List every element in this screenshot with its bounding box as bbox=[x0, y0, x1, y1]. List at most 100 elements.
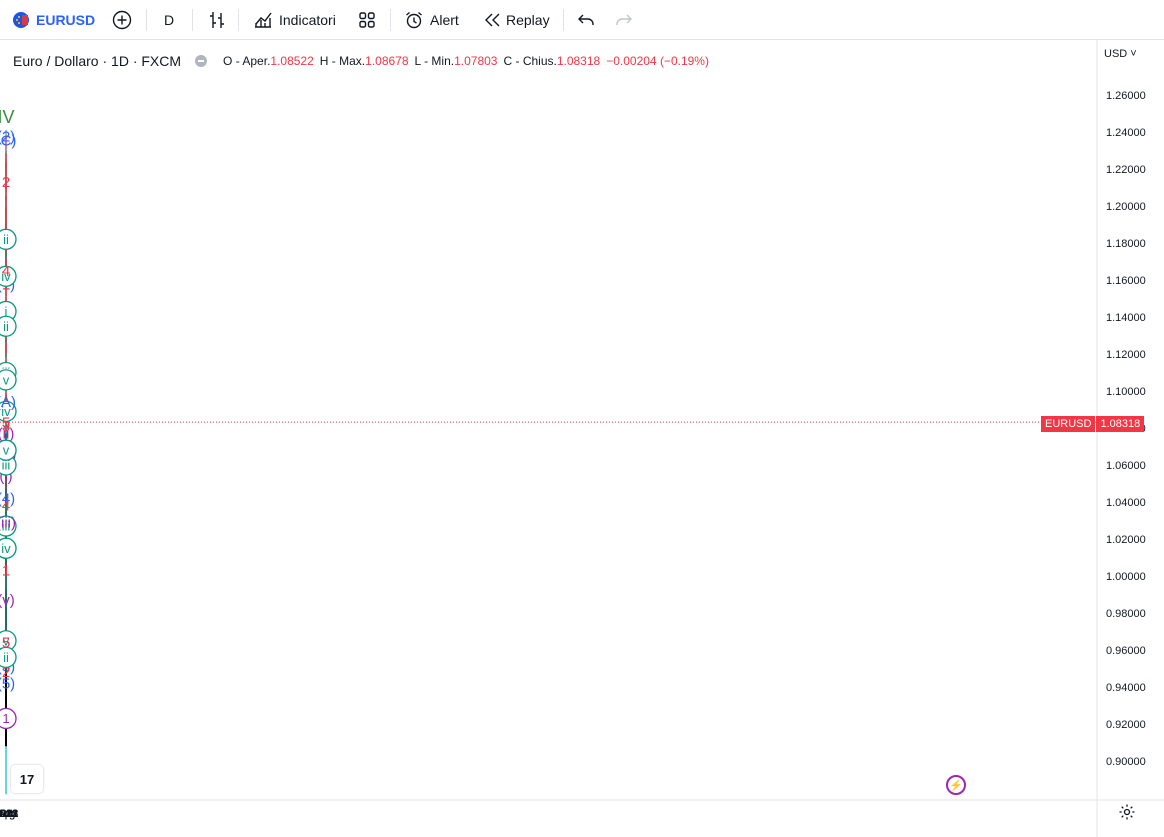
price-tick-label: 1.04000 bbox=[1106, 497, 1146, 509]
interval-label: D bbox=[164, 12, 175, 28]
time-tick-label: Apr bbox=[0, 808, 15, 820]
wave-label[interactable]: ii bbox=[3, 319, 9, 334]
wave-label[interactable]: (ii) bbox=[0, 426, 14, 443]
time-tick-label: Lug bbox=[0, 808, 15, 820]
last-price-tag: EURUSD 1.08318 bbox=[1041, 416, 1145, 432]
price-tick-label: 0.98000 bbox=[1106, 608, 1146, 620]
high-label: H - Max. bbox=[319, 54, 366, 68]
templates-button[interactable] bbox=[358, 6, 376, 34]
wave-label[interactable]: iii bbox=[2, 458, 11, 473]
price-tick-label: 0.94000 bbox=[1106, 682, 1146, 694]
rewind-icon bbox=[485, 13, 500, 27]
currency-label: USD bbox=[1104, 48, 1128, 60]
candle-body bbox=[5, 327, 7, 347]
alert-button[interactable]: Alert bbox=[404, 6, 459, 34]
wave-label-circle bbox=[0, 537, 17, 559]
wave-label[interactable]: (C) bbox=[0, 132, 16, 149]
price-tick-label: 0.96000 bbox=[1106, 645, 1146, 657]
wave-label[interactable]: iv bbox=[1, 404, 11, 419]
wave-label[interactable]: 3 bbox=[2, 418, 10, 435]
wave-label[interactable]: iii bbox=[2, 519, 11, 534]
close-value: 1.08318 bbox=[556, 54, 601, 68]
low-value: 1.07803 bbox=[454, 54, 498, 68]
chevron-down-icon: ˅ bbox=[1127, 48, 1137, 60]
wave-label[interactable]: (v) bbox=[0, 592, 15, 609]
visibility-toggle-icon[interactable] bbox=[195, 55, 208, 67]
wave-label-circle bbox=[0, 265, 17, 287]
wave-label[interactable]: v bbox=[3, 372, 10, 387]
symbol-search-button[interactable]: EURUSD bbox=[12, 6, 95, 34]
interval-button[interactable]: D bbox=[164, 6, 174, 34]
undo-button[interactable] bbox=[576, 6, 596, 34]
wave-label[interactable]: IV bbox=[0, 107, 15, 127]
wave-label[interactable]: (2) bbox=[0, 129, 15, 146]
wave-label[interactable]: 2 bbox=[2, 174, 10, 191]
indicators-label: Indicatori bbox=[279, 12, 336, 28]
lightning-icon[interactable]: ⚡ bbox=[946, 775, 966, 795]
plus-circle-icon bbox=[112, 10, 132, 30]
wave-label[interactable]: i bbox=[5, 304, 8, 319]
price-tick-label: 1.14000 bbox=[1106, 312, 1146, 324]
candle-body bbox=[5, 498, 7, 508]
indicators-icon bbox=[255, 12, 272, 28]
wave-label[interactable]: (4) bbox=[0, 490, 15, 507]
candle-body bbox=[5, 153, 7, 157]
wave-label[interactable]: (5) bbox=[0, 675, 15, 692]
tradingview-logo-icon[interactable]: 17 bbox=[11, 765, 43, 793]
time-tick-label: Ott bbox=[0, 808, 13, 820]
currency-selector[interactable]: USD ˅ bbox=[1104, 48, 1137, 60]
price-tick-label: 0.92000 bbox=[1106, 719, 1146, 731]
wave-label[interactable]: ii bbox=[3, 232, 9, 247]
price-tick-label: 1.02000 bbox=[1106, 534, 1146, 546]
price-tick-label: 1.16000 bbox=[1106, 275, 1146, 287]
toolbar-divider bbox=[563, 9, 564, 31]
wave-label-circle bbox=[0, 228, 17, 250]
replay-button[interactable]: Replay bbox=[482, 6, 550, 34]
wave-label[interactable]: iv bbox=[1, 269, 11, 284]
wave-label[interactable]: 4 bbox=[2, 498, 10, 515]
toolbar-divider bbox=[238, 9, 239, 31]
wave-label[interactable]: iv bbox=[1, 541, 11, 556]
low-label: L - Min. bbox=[414, 54, 455, 68]
wave-label[interactable]: (A) bbox=[0, 394, 16, 411]
wave-label[interactable]: v bbox=[3, 443, 10, 458]
time-tick-label: Lug bbox=[0, 808, 15, 820]
wave-label[interactable]: (iii) bbox=[0, 514, 16, 531]
time-tick-label: Apr bbox=[0, 808, 15, 820]
high-value: 1.08678 bbox=[365, 54, 409, 68]
wave-label[interactable]: 1 bbox=[2, 711, 9, 726]
candle-body bbox=[5, 422, 7, 424]
candle-body bbox=[5, 143, 7, 149]
gear-icon[interactable] bbox=[1118, 803, 1136, 821]
wave-label-circle bbox=[0, 400, 17, 422]
wave-label[interactable]: 5 bbox=[2, 635, 10, 652]
price-tick-label: 1.22000 bbox=[1106, 164, 1146, 176]
open-label: O - Aper. bbox=[223, 54, 271, 68]
wave-label[interactable]: 5 bbox=[2, 414, 10, 431]
price-tick-label: 1.12000 bbox=[1106, 349, 1146, 361]
price-tick-label: 1.20000 bbox=[1106, 201, 1146, 213]
time-tick-label: Apr bbox=[0, 808, 15, 820]
price-tick-label: 1.10000 bbox=[1106, 386, 1146, 398]
wave-label[interactable]: 1 bbox=[2, 562, 10, 579]
open-value: 1.08522 bbox=[270, 54, 314, 68]
wave-label-circle bbox=[0, 369, 17, 391]
wave-label[interactable]: v bbox=[3, 633, 10, 648]
chart-type-button[interactable] bbox=[207, 6, 227, 34]
currency-flag-icon bbox=[13, 12, 29, 28]
compare-add-button[interactable] bbox=[112, 6, 132, 34]
indicators-button[interactable]: Indicatori bbox=[253, 6, 336, 34]
wave-label[interactable]: 4 bbox=[2, 263, 10, 280]
wave-label[interactable]: 3 bbox=[2, 414, 10, 431]
wave-label[interactable]: ii bbox=[3, 650, 9, 665]
candle-body bbox=[5, 599, 7, 607]
candle-body bbox=[5, 489, 7, 499]
ohlc-legend: Euro / Dollaro · 1D · FXCM O - Aper. 1.0… bbox=[13, 52, 709, 70]
wave-label[interactable]: 2 bbox=[2, 664, 10, 681]
candle-body bbox=[5, 565, 7, 577]
alarm-clock-icon bbox=[406, 11, 422, 29]
candle-body bbox=[5, 196, 7, 206]
candle-body bbox=[5, 394, 7, 400]
redo-button[interactable] bbox=[614, 6, 634, 34]
